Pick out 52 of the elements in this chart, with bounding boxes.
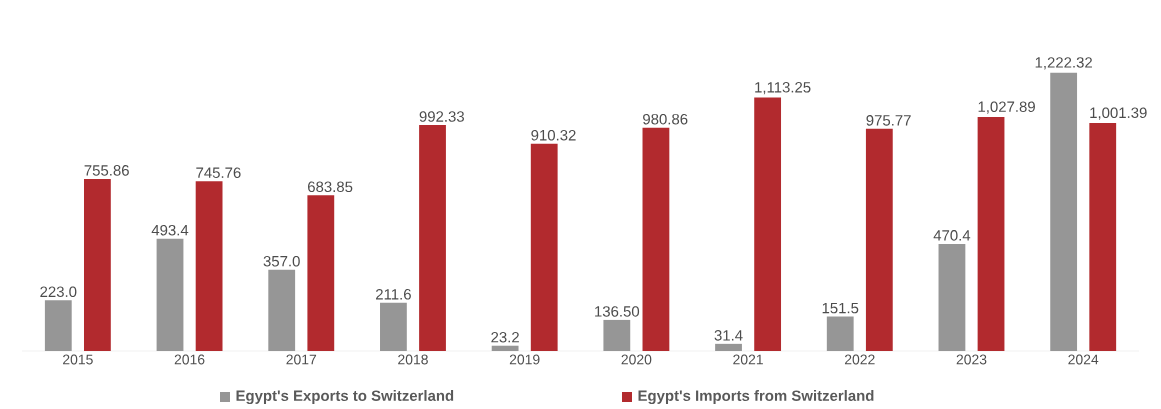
data-label: 23.2 xyxy=(491,331,519,343)
bar xyxy=(938,243,966,351)
bar xyxy=(419,125,446,351)
bar xyxy=(195,181,223,351)
data-label: 151.5 xyxy=(822,302,859,314)
legend-label: Egypt's Imports from Switzerland xyxy=(638,390,874,404)
data-label: 980.86 xyxy=(643,113,688,125)
data-label: 1,027.89 xyxy=(978,101,1035,114)
x-tick-label: 2016 xyxy=(174,354,205,365)
x-tick-label: 2017 xyxy=(286,354,317,365)
data-label: 683.85 xyxy=(308,181,353,193)
bar xyxy=(307,195,335,351)
data-label: 357.0 xyxy=(263,255,300,267)
data-label: 992.33 xyxy=(419,111,464,122)
bar xyxy=(156,238,184,351)
x-tick-label: 2019 xyxy=(509,354,540,365)
x-tick-label: 2021 xyxy=(733,354,763,365)
x-tick-label: 2023 xyxy=(956,354,987,365)
data-label: 755.86 xyxy=(84,165,129,176)
x-tick-label: 2024 xyxy=(1068,354,1099,365)
data-label: 1,113.25 xyxy=(755,81,811,95)
x-tick-label: 2020 xyxy=(621,354,652,365)
bar xyxy=(44,300,72,351)
data-label: 1,001.39 xyxy=(1090,107,1147,120)
bar xyxy=(491,345,519,351)
bar xyxy=(84,178,111,351)
bar xyxy=(1050,72,1078,351)
x-tick-label: 2022 xyxy=(844,354,875,365)
x-tick-label: 2018 xyxy=(398,354,428,365)
data-label: 493.4 xyxy=(151,224,189,236)
x-tick-label: 2015 xyxy=(63,354,93,365)
bar xyxy=(1089,123,1117,351)
legend-label: Egypt's Exports to Switzerland xyxy=(236,390,454,404)
data-label: 910.32 xyxy=(531,129,576,141)
bar xyxy=(530,143,558,351)
bar xyxy=(268,269,296,351)
data-label: 975.77 xyxy=(866,115,911,126)
bar xyxy=(603,319,631,351)
data-label: 211.6 xyxy=(376,289,411,300)
data-label: 136.50 xyxy=(595,306,640,317)
bar xyxy=(642,127,670,351)
bar xyxy=(754,97,782,351)
bar xyxy=(826,316,854,351)
data-label: 470.4 xyxy=(933,230,971,241)
bar xyxy=(977,116,1005,351)
data-label: 1,222.32 xyxy=(1035,57,1092,70)
data-label: 223.0 xyxy=(40,286,77,298)
data-label: 31.4 xyxy=(714,330,743,341)
bar xyxy=(865,128,893,351)
data-label: 745.76 xyxy=(196,167,241,178)
bar xyxy=(715,343,742,351)
bar xyxy=(380,302,407,351)
